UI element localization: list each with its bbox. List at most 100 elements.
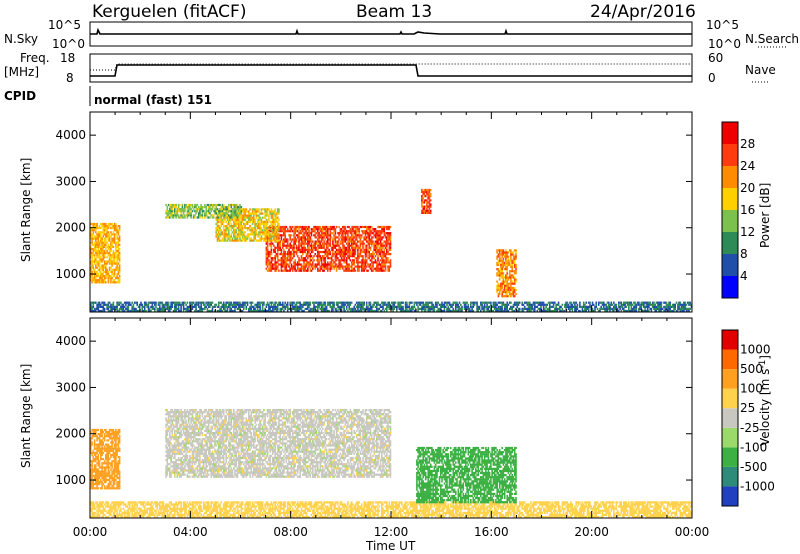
heatmap-cell [103,279,106,282]
heatmap-cell [91,241,93,244]
heatmap-cell [298,261,300,264]
heatmap-cell [304,242,307,245]
heatmap-cell [354,253,357,256]
heatmap-cell [230,222,233,226]
heatmap-cell [191,303,194,306]
heatmap-cell [222,227,225,230]
heatmap-cell [170,307,172,310]
heatmap-cell [542,305,545,308]
heatmap-cell [355,238,358,241]
heatmap-cell [315,242,318,245]
heatmap-cell [333,261,335,264]
heatmap-cell [288,253,290,256]
heatmap-cell [330,228,333,231]
heatmap-cell [362,257,364,260]
heatmap-cell [319,234,322,237]
heatmap-cell [284,225,286,229]
heatmap-cell [319,265,322,268]
heatmap-cell [506,305,508,308]
heatmap-cell [204,303,206,306]
heatmap-cell [276,220,279,223]
heatmap-cell [275,261,278,264]
heatmap-cell [327,253,329,256]
heatmap-cell [308,236,310,239]
heatmap-cell [324,248,327,251]
heatmap-cell [209,212,211,215]
heatmap-cell [567,303,570,306]
heatmap-cell [231,237,234,240]
heatmap-cell [330,246,333,249]
heatmap-cell [118,225,121,228]
heatmap-cell [300,248,303,251]
heatmap-cell [276,259,279,262]
heatmap-cell [96,266,98,269]
heatmap-cell [303,267,305,270]
freq-panel-frame [89,53,693,83]
heatmap-cell [167,303,170,306]
heatmap-cell [307,236,309,239]
heatmap-cell [320,240,323,243]
heatmap-cell [201,216,204,219]
heatmap-cell [429,195,432,198]
heatmap-cell [295,234,298,237]
heatmap-cell [230,229,233,232]
heatmap-cell [265,237,268,240]
heatmap-cell [304,225,307,229]
heatmap-cell [276,242,279,245]
heatmap-cell [279,242,281,245]
heatmap-cell [340,263,343,266]
heatmap-cell [304,265,307,268]
heatmap-cell [154,307,156,310]
heatmap-cell [291,248,294,251]
heatmap-cell [507,251,510,254]
heatmap-cell [334,236,337,239]
heatmap-cell [98,264,101,267]
heatmap-cell [640,305,643,308]
heatmap-cell [171,305,174,308]
heatmap-cell [289,236,291,239]
heatmap-cell [512,305,515,308]
heatmap-cell [117,250,120,253]
heatmap-cell [515,268,517,271]
heatmap-cell [279,263,281,266]
heatmap-cell [389,248,392,251]
heatmap-cell [323,240,325,243]
heatmap-cell [102,268,105,271]
heatmap-cell [327,246,329,249]
heatmap-cell [330,261,333,264]
heatmap-cell [381,238,383,241]
heatmap-cell [437,301,439,304]
heatmap-cell [271,267,274,270]
heatmap-cell [364,263,367,266]
heatmap-cell [354,240,357,243]
heatmap-cell [248,210,250,213]
heatmap-cell [107,243,110,246]
heatmap-cell [347,232,349,235]
heatmap-cell [283,269,285,272]
heatmap-cell [325,240,328,243]
heatmap-cell [507,284,510,287]
heatmap-cell [370,230,373,233]
heatmap-cell [365,261,368,264]
heatmap-cell [318,232,320,235]
heatmap-cell [135,307,137,310]
heatmap-cell [534,303,536,306]
heatmap-cell [389,225,392,229]
heatmap-cell [236,237,239,240]
heatmap-cell [389,253,392,256]
heatmap-cell [266,257,269,260]
heatmap-cell [281,301,284,304]
heatmap-cell [276,216,279,219]
heatmap-cell [312,261,314,264]
heatmap-cell [271,301,274,304]
heatmap-cell [269,267,271,270]
heatmap-cell [312,228,314,231]
heatmap-cell [318,253,320,256]
heatmap-cell [322,244,324,247]
heatmap-cell [304,236,307,239]
heatmap-cell [194,216,196,219]
heatmap-cell [226,307,229,310]
nsky-trace [90,27,692,35]
heatmap-cell [587,307,590,310]
heatmap-cell [317,240,319,243]
